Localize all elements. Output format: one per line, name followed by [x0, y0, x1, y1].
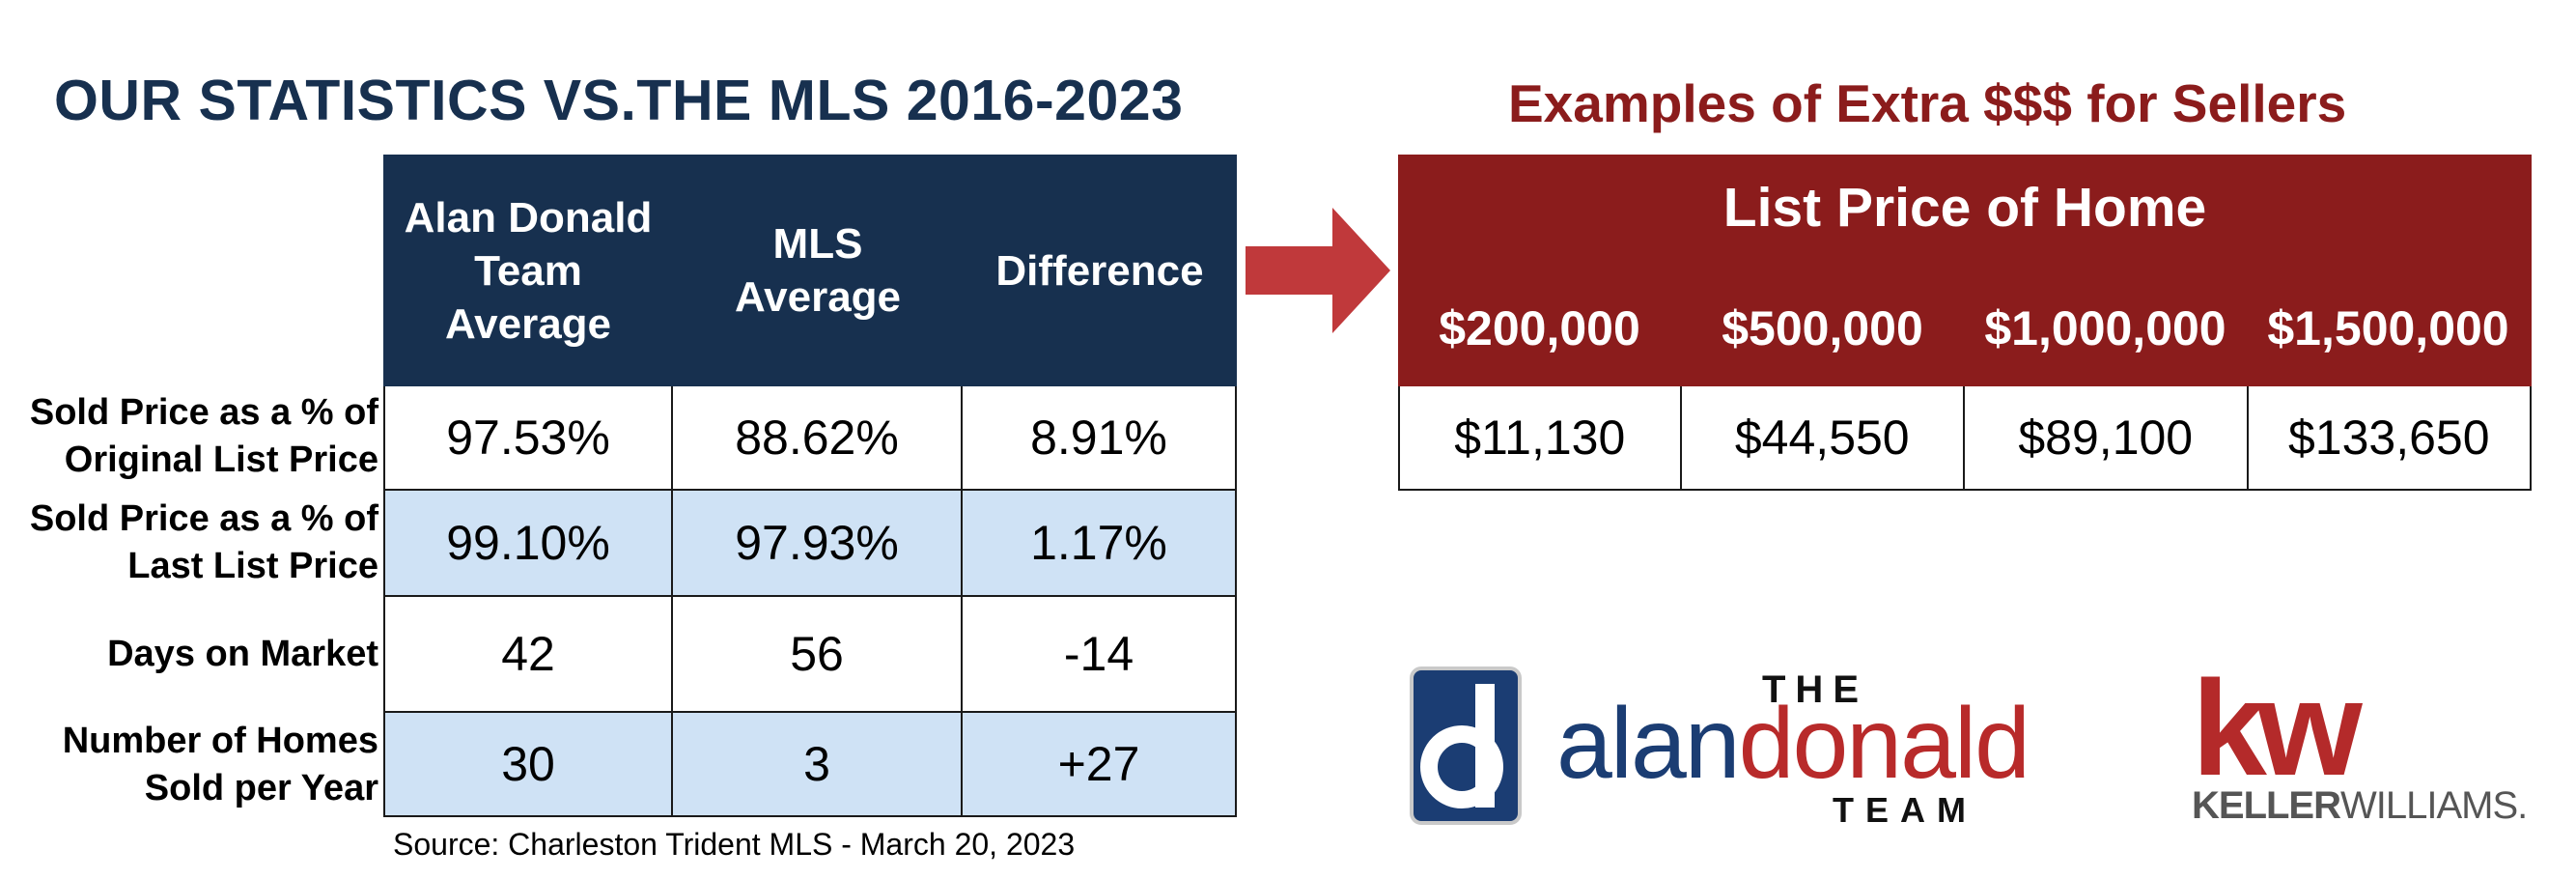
logo-team-text: TEAM — [1833, 790, 1977, 830]
header-line: Alan Donald — [404, 193, 653, 241]
row-label-original-list: Sold Price as a % of Original List Price — [0, 384, 378, 489]
stats-table: Alan Donald Team Average MLS Average Dif… — [383, 155, 1237, 817]
stats-title: OUR STATISTICS VS.THE MLS 2016-2023 — [54, 69, 1184, 132]
header-difference: Difference — [963, 155, 1237, 386]
price-value-cell: $11,130 — [1398, 386, 1682, 491]
keller-williams-text: KELLERWILLIAMS. — [2192, 784, 2528, 828]
row-label-days-on-market: Days on Market — [0, 597, 378, 713]
price-column-header: $500,000 — [1722, 301, 1923, 355]
price-column-header: $1,500,000 — [2267, 301, 2509, 355]
row-label-line: Days on Market — [107, 634, 378, 675]
table-cell: 97.53% — [383, 386, 673, 491]
row-label-line: Last List Price — [127, 546, 378, 586]
header-line: MLS — [772, 220, 863, 268]
williams-text: WILLIAMS. — [2340, 784, 2528, 827]
price-table: List Price of Home $200,000 $500,000 $1,… — [1398, 155, 2532, 491]
table-cell: 88.62% — [673, 386, 963, 491]
table-cell: 30 — [383, 713, 673, 817]
header-line: Team — [474, 246, 582, 295]
header-line: Average — [734, 273, 902, 321]
price-value-cell: $133,650 — [2248, 386, 2532, 491]
table-cell: 97.93% — [673, 491, 963, 597]
right-arrow-icon — [1246, 208, 1390, 333]
price-table-header: List Price of Home $200,000 $500,000 $1,… — [1398, 155, 2532, 386]
source-note: Source: Charleston Trident MLS - March 2… — [393, 827, 1076, 862]
header-line: Average — [444, 299, 612, 348]
row-label-line: Sold Price as a % of — [29, 391, 378, 433]
logo-word-donald: donald — [1738, 688, 2030, 800]
row-label-line: Sold Price as a % of — [29, 497, 378, 539]
table-cell: 1.17% — [963, 491, 1237, 597]
table-cell: 8.91% — [963, 386, 1237, 491]
alan-donald-mark-icon — [1410, 666, 1522, 825]
price-column-header: $200,000 — [1439, 301, 1640, 355]
extra-dollars-title: Examples of Extra $$$ for Sellers — [1508, 73, 2347, 133]
table-cell: 56 — [673, 597, 963, 713]
row-label-last-list: Sold Price as a % of Last List Price — [0, 491, 378, 595]
logo-wordmark: alandonald — [1556, 694, 2030, 794]
price-column-header: $1,000,000 — [1984, 301, 2226, 355]
table-cell: 3 — [673, 713, 963, 817]
header-mls-average: MLS Average — [673, 155, 963, 386]
table-cell: 99.10% — [383, 491, 673, 597]
price-table-title: List Price of Home — [1722, 177, 2207, 239]
header-line: Difference — [995, 246, 1204, 295]
logo-the-text: THE — [1762, 668, 1868, 711]
keller-williams-logo: kw KELLERWILLIAMS. — [2192, 661, 2539, 831]
row-label-line: Sold per Year — [144, 768, 378, 808]
kw-mark-icon: kw — [2192, 652, 2363, 804]
logo-word-alan: alan — [1556, 688, 1741, 800]
table-cell: -14 — [963, 597, 1237, 713]
price-value-cell: $89,100 — [1965, 386, 2249, 491]
row-label-homes-sold: Number of Homes Sold per Year — [0, 713, 378, 817]
alan-donald-team-logo: THE alandonald TEAM — [1410, 666, 2105, 831]
table-cell: +27 — [963, 713, 1237, 817]
table-cell: 42 — [383, 597, 673, 713]
header-team-average: Alan Donald Team Average — [383, 155, 673, 386]
keller-text: KELLER — [2192, 784, 2341, 827]
row-label-line: Original List Price — [64, 440, 378, 480]
row-label-line: Number of Homes — [62, 720, 378, 761]
price-value-cell: $44,550 — [1681, 386, 1965, 491]
